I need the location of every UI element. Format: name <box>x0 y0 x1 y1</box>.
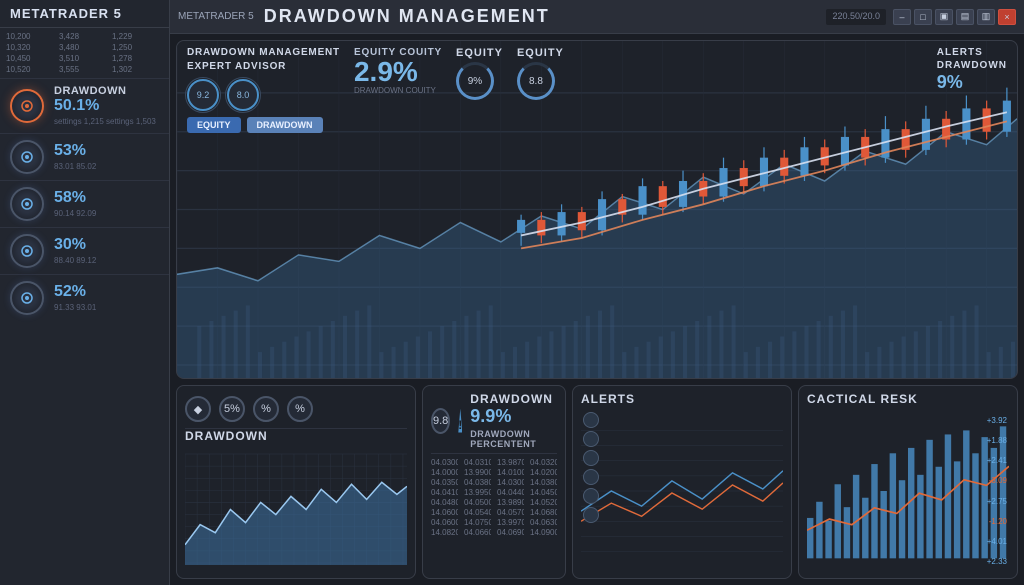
alert-dot[interactable] <box>583 412 599 428</box>
pill-drawdown[interactable]: DRAWDOWN <box>247 117 323 133</box>
alerts-label: ALERTS <box>937 47 1007 58</box>
window-button[interactable]: ▥ <box>977 9 995 25</box>
bottom-row: ◆ 5% % % DRAWDOWN 9.8 ! DRAWDOWN 9.9% DR… <box>176 385 1018 579</box>
mid-panel: 9.8 ! DRAWDOWN 9.9% DRAWDOWN PERCENTENT … <box>422 385 566 579</box>
risk-title: CACTICAL RESK <box>807 392 1009 406</box>
sidebar-value: 58% <box>54 189 96 207</box>
sidebar-header: METATRADER 5 <box>0 0 169 28</box>
sidebar-item[interactable]: 30%88.40 89.12 <box>0 227 169 274</box>
titlebar-stat: 220.50/20.0 <box>826 9 886 25</box>
equity-ring: 8.8 <box>517 62 555 100</box>
dd-chart[interactable] <box>185 447 407 572</box>
alert-dot[interactable] <box>583 469 599 485</box>
mid-title: DRAWDOWN <box>470 392 553 406</box>
titlebar-right: 220.50/20.0 – □ ▣ ▤ ▥ × <box>826 9 1016 25</box>
sidebar-value: 53% <box>54 142 96 160</box>
mid-table: 04.030004.031013.987004.032014.000013.99… <box>431 458 557 537</box>
drawdown-panel: ◆ 5% % % DRAWDOWN <box>176 385 416 579</box>
sidebar-value: 30% <box>54 236 96 254</box>
page-title: DRAWDOWN MANAGEMENT <box>264 6 550 27</box>
dd-icon[interactable]: % <box>287 396 313 422</box>
close-button[interactable]: × <box>998 9 1016 25</box>
dd-icon[interactable]: ◆ <box>185 396 211 422</box>
sidebar-item[interactable]: 53%83.01 85.02 <box>0 133 169 180</box>
sidebar-value: 50.1% <box>54 97 156 115</box>
warning-icon: ! <box>458 409 462 433</box>
main: METATRADER 5 DRAWDOWN MANAGEMENT 220.50/… <box>170 0 1024 585</box>
ring-icon <box>10 281 44 315</box>
gauge-icon[interactable]: 8.0 <box>227 79 259 111</box>
alerts-sub: DRAWDOWN <box>937 60 1007 71</box>
dd-title: DRAWDOWN <box>185 429 407 443</box>
mid-big-value: 9.9% <box>470 406 511 426</box>
sidebar-item[interactable]: 52%91.33 93.01 <box>0 274 169 321</box>
sidebar: METATRADER 5 10,2003,4281,22910,3203,480… <box>0 0 170 585</box>
mid-sublabel: DRAWDOWN PERCENTENT <box>470 429 553 449</box>
alerts-panel: ALERTS <box>572 385 792 579</box>
gauge-icon[interactable]: 9.2 <box>187 79 219 111</box>
alert-dot[interactable] <box>583 507 599 523</box>
mid-gauge-icon[interactable]: 9.8 <box>431 408 450 434</box>
sidebar-value: 52% <box>54 283 96 301</box>
window-button[interactable]: □ <box>914 9 932 25</box>
burst-icon <box>10 187 44 221</box>
risk-chart[interactable] <box>807 410 1009 572</box>
alerts-chart[interactable] <box>581 410 783 572</box>
titlebar: METATRADER 5 DRAWDOWN MANAGEMENT 220.50/… <box>170 0 1024 34</box>
alert-dot[interactable] <box>583 431 599 447</box>
equity-label: EQUITY <box>517 47 564 59</box>
hero-subnote: DRAWDOWN COUITY <box>354 86 442 95</box>
flame-icon <box>10 89 44 123</box>
alerts-pct: 9% <box>937 73 1007 91</box>
alert-dot[interactable] <box>583 450 599 466</box>
window-button[interactable]: – <box>893 9 911 25</box>
dd-icon[interactable]: 5% <box>219 396 245 422</box>
sidebar-statgrid: 10,2003,4281,22910,3203,4801,25010,4503,… <box>0 28 169 78</box>
hero-chart-panel: DRAWDOWN MANAGEMENT EXPERT ADVISOR 9.2 8… <box>176 40 1018 379</box>
alerts-title: ALERTS <box>581 392 783 406</box>
hero-subtitle-2: EXPERT ADVISOR <box>187 61 340 73</box>
sidebar-item[interactable]: 58%90.14 92.09 <box>0 180 169 227</box>
hero-big-value: 2.9% <box>354 58 442 86</box>
circle-icon <box>10 234 44 268</box>
spark-icon <box>10 140 44 174</box>
dd-icon[interactable]: % <box>253 396 279 422</box>
equity-ring: 9% <box>456 62 494 100</box>
sidebar-item[interactable]: DRAWDOWN50.1%settings 1,215 settings 1,5… <box>0 78 169 133</box>
app-label: METATRADER 5 <box>178 11 254 22</box>
equity-label: EQUITY <box>456 47 503 59</box>
alert-dot[interactable] <box>583 488 599 504</box>
sidebar-label: DRAWDOWN <box>54 85 156 97</box>
hero-subtitle-1: DRAWDOWN MANAGEMENT <box>187 47 340 59</box>
window-button[interactable]: ▣ <box>935 9 953 25</box>
pill-equity[interactable]: EQUITY <box>187 117 241 133</box>
risk-panel: CACTICAL RESK +3.92+1.88+2.41-3.09+2.75-… <box>798 385 1018 579</box>
window-button[interactable]: ▤ <box>956 9 974 25</box>
